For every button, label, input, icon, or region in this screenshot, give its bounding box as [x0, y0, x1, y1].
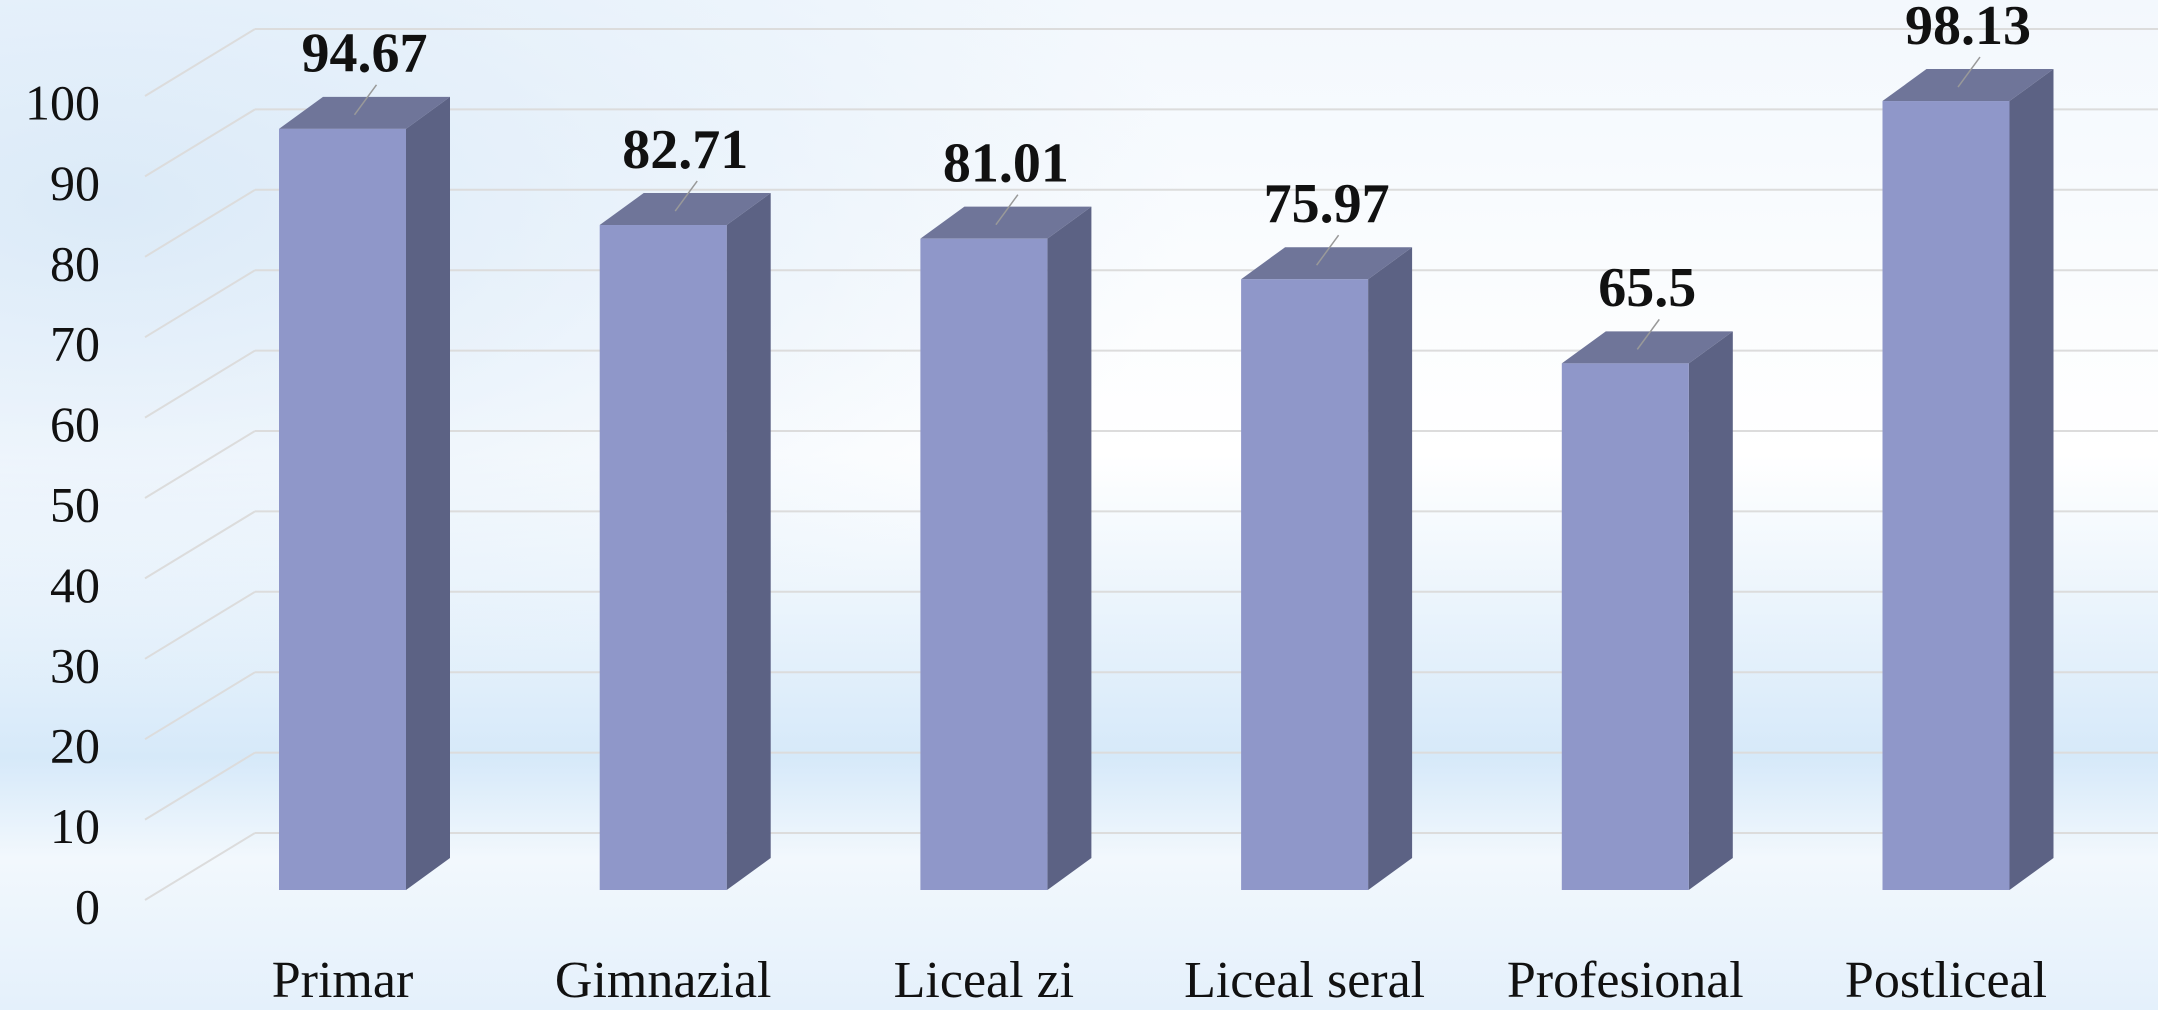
y-tick-label: 20 — [50, 718, 100, 774]
x-tick-label: Postliceal — [1845, 952, 2047, 1009]
leader-line — [674, 180, 698, 212]
bar-top — [920, 206, 1092, 239]
bar-side — [726, 193, 771, 890]
y-tick-label: 90 — [50, 155, 100, 211]
grid-line — [144, 188, 256, 258]
y-tick-label: 40 — [50, 557, 100, 613]
leader-line — [1315, 234, 1340, 266]
bar — [1561, 363, 1689, 890]
bar-top — [1241, 247, 1413, 280]
bar-top — [1561, 331, 1733, 364]
x-tick-label: Liceal seral — [1184, 952, 1425, 1009]
y-tick-label: 50 — [50, 476, 100, 532]
y-tick-label: 0 — [75, 878, 100, 934]
grid-line — [144, 349, 256, 419]
bar-side — [2009, 69, 2054, 891]
bar — [1241, 279, 1369, 891]
bar — [920, 238, 1048, 891]
value-label: 75.97 — [1264, 173, 1390, 235]
value-label: 65.5 — [1598, 257, 1696, 319]
y-tick-label: 30 — [50, 637, 100, 693]
bar — [1882, 101, 2010, 891]
bar-side — [1047, 206, 1092, 891]
value-label: 94.67 — [302, 23, 428, 85]
bar-side — [1688, 331, 1733, 890]
x-tick-label: Profesional — [1507, 952, 1744, 1009]
grid-line — [144, 590, 256, 660]
x-tick-label: Primar — [272, 952, 414, 1009]
value-label: 98.13 — [1905, 0, 2031, 57]
y-tick-label: 60 — [50, 396, 100, 452]
value-label: 81.01 — [943, 133, 1069, 195]
leader-line — [353, 84, 378, 116]
grid-line — [144, 751, 256, 821]
bar-top — [279, 96, 450, 129]
grid-line — [144, 28, 256, 97]
grid-line — [144, 108, 256, 178]
bar-top — [1882, 69, 2054, 102]
bar — [279, 128, 406, 890]
grid-line — [144, 510, 256, 580]
y-tick-label: 10 — [50, 798, 100, 854]
value-label: 82.71 — [622, 119, 748, 181]
bar-top — [599, 193, 771, 226]
y-tick-label: 70 — [50, 316, 100, 372]
grid-line — [144, 430, 256, 499]
bar — [599, 225, 727, 890]
grid-line — [144, 269, 256, 339]
leader-line — [1636, 318, 1660, 350]
x-tick-label: Liceal zi — [894, 952, 1074, 1009]
y-tick-label: 100 — [25, 74, 100, 130]
grid-line — [144, 671, 256, 741]
y-tick-label: 80 — [50, 235, 100, 291]
x-tick-label: Gimnazial — [555, 952, 772, 1009]
bar-side — [406, 96, 450, 890]
leader-line — [995, 194, 1019, 226]
bar-side — [1368, 247, 1413, 891]
leader-line — [1957, 56, 1981, 88]
grid-line — [144, 832, 256, 901]
